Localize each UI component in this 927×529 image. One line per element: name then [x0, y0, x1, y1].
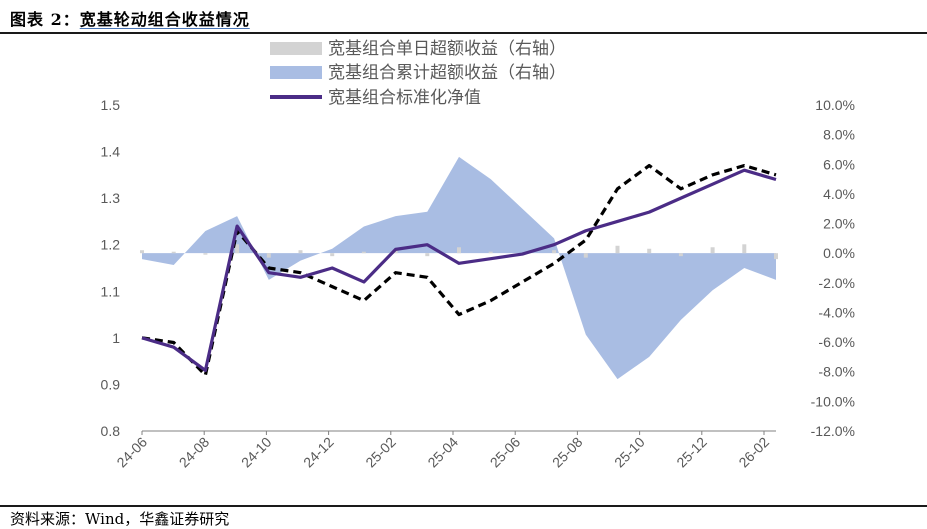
right-tick-label: -4.0%: [818, 304, 855, 320]
chart: 24-06 24-08 24-10 24-12 25-02 25-04 25-06 25-08…: [101, 39, 855, 471]
daily-excess-bar: [298, 250, 303, 254]
daily-excess-bar: [583, 253, 588, 258]
title-divider: [0, 32, 927, 34]
daily-excess-bar: [678, 253, 683, 257]
daily-excess-bar: [393, 250, 398, 254]
daily-excess-bar: [203, 253, 208, 255]
left-tick-label: 1.5: [101, 97, 121, 113]
daily-excess-bar: [266, 253, 271, 258]
right-tick-label: 8.0%: [823, 127, 855, 143]
daily-excess-bar: [615, 245, 620, 254]
legend: 宽基组合单日超额收益（右轴） 宽基组合累计超额收益（右轴） 宽基组合标准化净值: [270, 39, 566, 107]
daily-excess-bar: [235, 244, 240, 254]
left-tick-label: 1.2: [101, 237, 121, 253]
right-tick-label: -12.0%: [811, 423, 855, 439]
legend-label-cumulative-excess: 宽基组合累计超额收益（右轴）: [328, 63, 566, 82]
x-tick-label: 25-06: [487, 434, 524, 471]
figure-title: 图表 2：宽基轮动组合收益情况: [10, 6, 250, 30]
source-note: 资料来源：Wind，华鑫证券研究: [10, 510, 230, 528]
right-tick-label: 4.0%: [823, 186, 855, 202]
left-tick-label: 1.4: [101, 144, 121, 160]
right-tick-label: -10.0%: [811, 393, 855, 409]
figure-label: 图表 2：: [10, 10, 80, 29]
right-tick-label: 10.0%: [815, 97, 855, 113]
left-tick-label: 0.8: [101, 423, 121, 439]
right-tick-label: 0.0%: [823, 245, 855, 261]
right-tick-label: -2.0%: [818, 275, 855, 291]
left-tick-label: 1: [112, 330, 120, 346]
left-tick-label: 1.3: [101, 190, 121, 206]
x-tick-label: 24-06: [113, 434, 150, 471]
daily-excess-bar: [488, 251, 493, 254]
x-tick-label: 25-04: [424, 434, 461, 471]
daily-excess-bar: [774, 253, 778, 260]
x-tick-label: 25-08: [549, 434, 586, 471]
daily-excess-bar: [425, 253, 430, 257]
cumulative-excess-area: [142, 156, 776, 380]
legend-label-nav: 宽基组合标准化净值: [328, 88, 481, 107]
right-tick-label: -6.0%: [818, 334, 855, 350]
legend-label-daily-excess: 宽基组合单日超额收益（右轴）: [328, 39, 566, 58]
daily-excess-bar: [140, 250, 144, 254]
nav-line: [141, 168, 777, 373]
daily-excess-bar: [361, 251, 366, 254]
x-tick-label: 24-12: [300, 434, 337, 471]
daily-excess-bar: [552, 250, 557, 254]
title-bar: 图表 2：宽基轮动组合收益情况: [0, 0, 927, 34]
right-tick-label: -8.0%: [818, 364, 855, 380]
daily-excess-bar: [710, 247, 715, 254]
x-tick-label: 26-02: [735, 434, 772, 471]
right-tick-label: 2.0%: [823, 216, 855, 232]
x-tick-label: 25-10: [611, 434, 648, 471]
daily-excess-bar: [330, 253, 335, 257]
left-tick-label: 0.9: [101, 376, 121, 392]
left-tick-label: 1.1: [101, 283, 121, 299]
daily-excess-bar: [457, 247, 461, 254]
daily-excess-bar: [171, 251, 176, 254]
x-tick-label: 24-08: [176, 434, 213, 471]
figure-name: 宽基轮动组合收益情况: [79, 10, 250, 29]
footer-divider: [0, 505, 927, 507]
x-tick-label: 25-02: [362, 434, 399, 471]
daily-excess-bar: [742, 244, 747, 254]
daily-excess-bar: [647, 248, 652, 254]
x-tick-label: 24-10: [238, 434, 275, 471]
x-tick-label: 25-12: [673, 434, 710, 471]
legend-swatch-daily-excess: [270, 42, 322, 55]
right-tick-label: 6.0%: [823, 156, 855, 172]
legend-swatch-cumulative-excess: [270, 66, 322, 79]
